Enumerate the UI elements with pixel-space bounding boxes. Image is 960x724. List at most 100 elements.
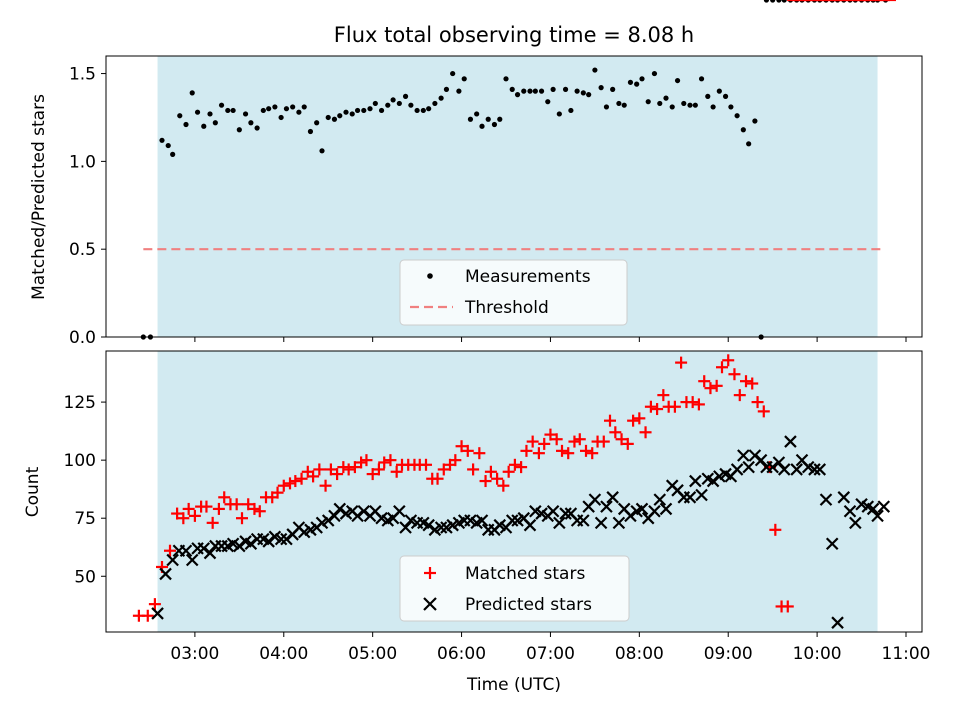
matched-star-point: [360, 454, 373, 467]
measurement-point: [514, 92, 521, 98]
measurement-point: [681, 100, 687, 107]
predicted-stars-points: [151, 435, 891, 629]
predicted-star-point: [866, 502, 880, 516]
predicted-star-point: [831, 616, 844, 629]
matched-star-point: [627, 414, 640, 427]
measurement-point: [610, 86, 616, 92]
measurement-point: [722, 93, 729, 99]
measurement-point: [212, 120, 218, 126]
ratio-y-axis-label: Matched/Predicted stars: [29, 94, 49, 300]
predicted-star-point: [280, 532, 293, 546]
matched-star-point: [515, 461, 528, 474]
measurement-point: [396, 100, 402, 107]
matched-star-point: [508, 458, 521, 471]
measurement-point: [716, 88, 722, 94]
predicted-star-point: [179, 544, 193, 557]
matched-star-point: [644, 400, 657, 413]
predicted-star-point: [475, 514, 489, 527]
measurement-point: [201, 123, 207, 129]
predicted-star-point: [203, 546, 217, 560]
matched-star-point: [200, 500, 213, 513]
predicted-star-point: [588, 493, 602, 506]
predicted-star-point: [274, 532, 288, 546]
matched-star-point: [218, 491, 231, 504]
matched-star-point: [141, 609, 154, 622]
matched-star-point: [212, 502, 225, 515]
matched-star-point: [568, 435, 581, 448]
matched-star-point: [467, 463, 480, 476]
measurement-point: [574, 88, 580, 94]
matched-star-point: [562, 447, 575, 460]
ratio-legend: Measurements Threshold: [399, 259, 628, 326]
predicted-star-point: [393, 504, 406, 518]
predicted-star-point: [843, 504, 857, 518]
predicted-legend-marker: [423, 597, 437, 611]
measurement-point: [414, 107, 420, 114]
measurement-point: [568, 107, 574, 114]
matched-star-point: [171, 507, 184, 520]
matched-star-point: [449, 454, 462, 467]
measurement-point: [503, 76, 509, 82]
matched-legend-label: Matched stars: [465, 564, 585, 584]
matched-star-point: [384, 454, 397, 467]
x-tick-label: 07:00: [526, 644, 575, 664]
y-tick-label: 75: [74, 509, 96, 529]
matched-star-point: [437, 463, 450, 476]
measurement-point: [746, 141, 752, 147]
y-tick-label: 1.5: [69, 65, 96, 85]
measurement-point: [367, 106, 373, 112]
measurement-point: [532, 88, 538, 94]
measurement-points: [140, 0, 889, 340]
predicted-star-point: [151, 607, 164, 620]
measurement-point: [776, 0, 782, 3]
measurement-point: [218, 102, 225, 108]
matched-star-point: [746, 377, 759, 390]
measurement-point: [781, 0, 787, 3]
measurement-point: [763, 0, 770, 3]
matched-star-point: [497, 479, 510, 492]
counts-y-axis: 50 75 100 125: [64, 393, 106, 587]
matched-star-point: [355, 456, 368, 469]
measurement-point: [177, 113, 183, 119]
predicted-star-point: [505, 514, 519, 527]
measurement-point: [705, 93, 711, 99]
measurement-point: [674, 77, 681, 84]
measurement-point: [225, 107, 231, 114]
predicted-star-point: [159, 567, 172, 581]
measurement-point: [283, 106, 290, 112]
predicted-star-point: [766, 460, 779, 474]
measurement-point: [170, 151, 176, 157]
predicted-star-point: [877, 500, 891, 513]
ratio-legend-box: [399, 259, 628, 326]
predicted-star-point: [546, 504, 560, 518]
measurement-point: [550, 86, 556, 92]
x-tick-label: 04:00: [259, 644, 308, 664]
measurement-point: [354, 107, 361, 114]
matched-star-point: [769, 523, 782, 536]
matched-star-point: [164, 544, 176, 557]
measurement-point: [361, 107, 367, 114]
predicted-star-point: [742, 460, 755, 474]
y-tick-label: 1.0: [69, 152, 96, 172]
matched-star-point: [372, 463, 385, 476]
matched-star-point: [740, 375, 752, 388]
measurement-point: [627, 79, 634, 85]
measurement-point: [752, 118, 758, 124]
measurement-point: [657, 100, 663, 107]
predicted-star-point: [434, 521, 448, 534]
measurement-point: [207, 111, 213, 117]
matched-star-point: [307, 470, 320, 483]
measurement-point: [266, 106, 272, 112]
matched-star-point: [604, 414, 616, 427]
x-axis-label: Time (UTC): [466, 675, 561, 695]
measurement-point: [390, 97, 396, 103]
predicted-star-point: [600, 500, 613, 513]
measurement-point: [770, 0, 776, 3]
matched-star-point: [479, 475, 492, 488]
matched-star-point: [550, 433, 563, 446]
measurement-point: [710, 104, 716, 110]
measurement-point: [254, 125, 260, 131]
matched-star-point: [484, 465, 497, 478]
matched-star-point: [313, 463, 326, 476]
measurement-point: [734, 113, 740, 119]
